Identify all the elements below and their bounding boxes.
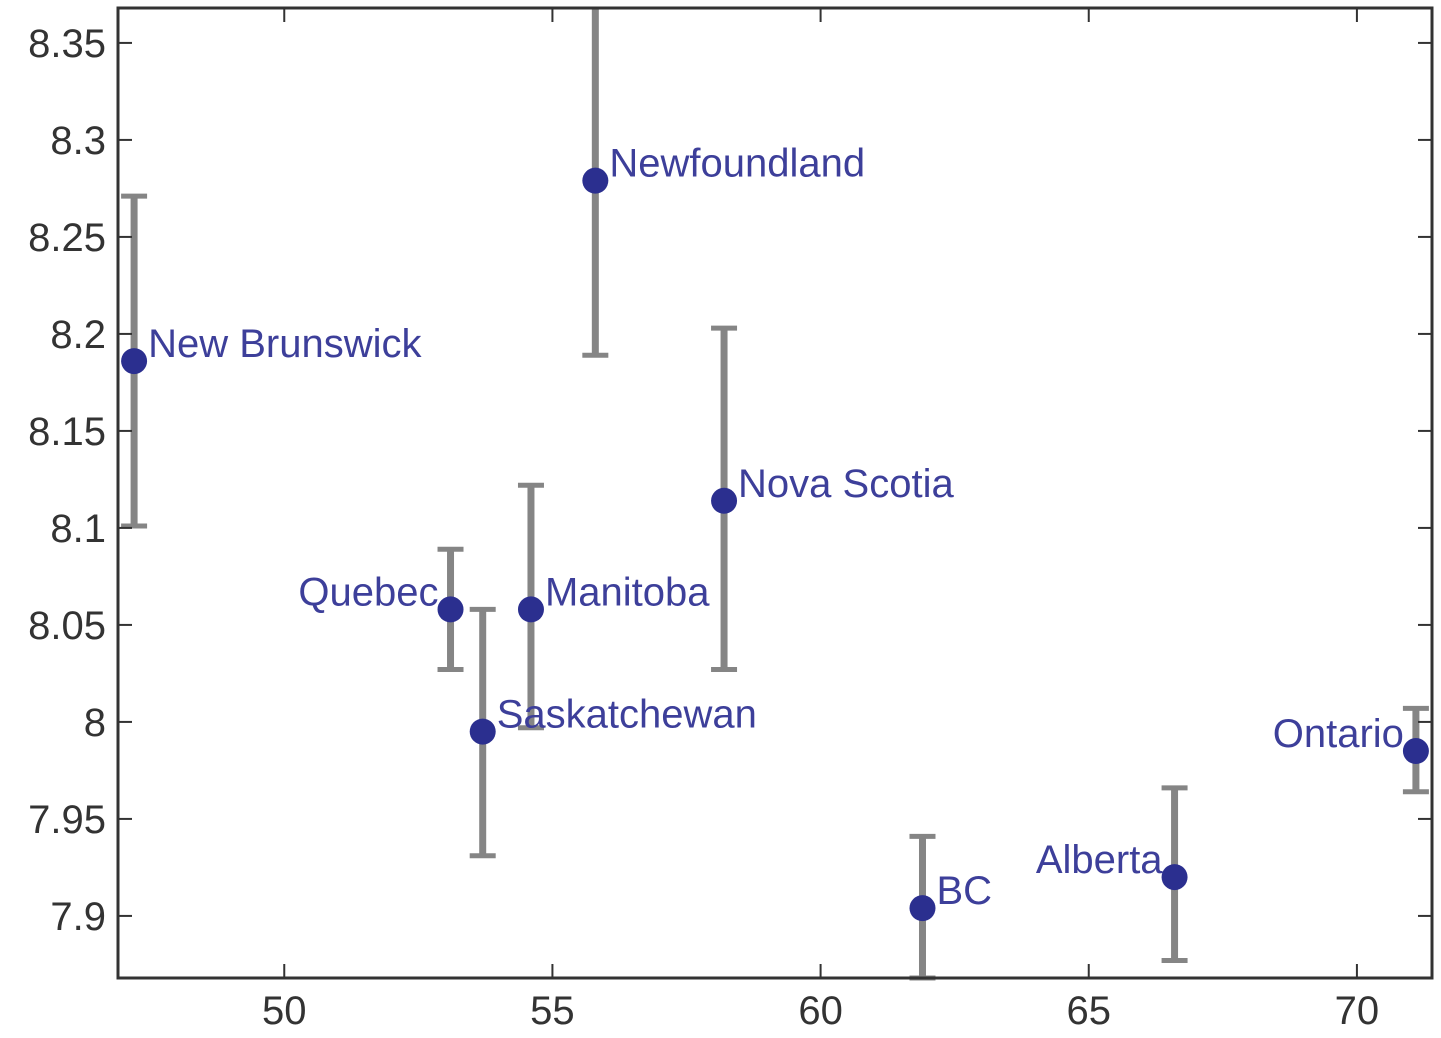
y-tick-label: 8.25 [28, 216, 106, 260]
x-tick-label: 50 [262, 989, 307, 1033]
data-point [1161, 864, 1188, 891]
x-tick-label: 55 [530, 989, 575, 1033]
x-tick-label: 60 [798, 989, 843, 1033]
point-label: Ontario [1273, 712, 1404, 756]
axis-ticks: 50 55 60 65 70 7.9 7.95 8 8.05 8.1 8.15 8.2 8.25 8.3 8… [28, 8, 1432, 1033]
data-point [711, 487, 738, 514]
y-tick-label: 7.9 [50, 895, 106, 939]
point-label: Quebec [298, 570, 438, 614]
point-label: Alberta [1036, 838, 1163, 882]
data-point [437, 596, 464, 623]
point-label: Saskatchewan [497, 693, 757, 737]
data-point [909, 895, 936, 922]
point-label: Manitoba [545, 570, 710, 614]
y-tick-label: 8.1 [50, 507, 106, 551]
y-tick-label: 8.3 [50, 119, 106, 163]
x-tick-label: 65 [1067, 989, 1112, 1033]
point-labels: New Brunswick Newfoundland Nova Scotia Mani… [148, 142, 1404, 913]
point-label: Newfoundland [609, 142, 865, 186]
x-tick-label: 70 [1335, 989, 1380, 1033]
point-label: New Brunswick [148, 322, 422, 366]
y-tick-label: 8.05 [28, 604, 106, 648]
plot-frame [116, 6, 1434, 980]
data-point [1402, 738, 1429, 765]
y-tick-label: 7.95 [28, 798, 106, 842]
data-point [121, 348, 148, 375]
y-tick-label: 8 [84, 701, 106, 745]
point-label: BC [936, 869, 992, 913]
data-point [582, 167, 609, 194]
data-point [517, 596, 544, 623]
y-tick-label: 8.2 [50, 313, 106, 357]
point-label: Nova Scotia [738, 462, 954, 506]
y-tick-label: 8.35 [28, 22, 106, 66]
data-point [469, 718, 496, 745]
y-tick-label: 8.15 [28, 410, 106, 454]
data-points [121, 167, 1429, 922]
